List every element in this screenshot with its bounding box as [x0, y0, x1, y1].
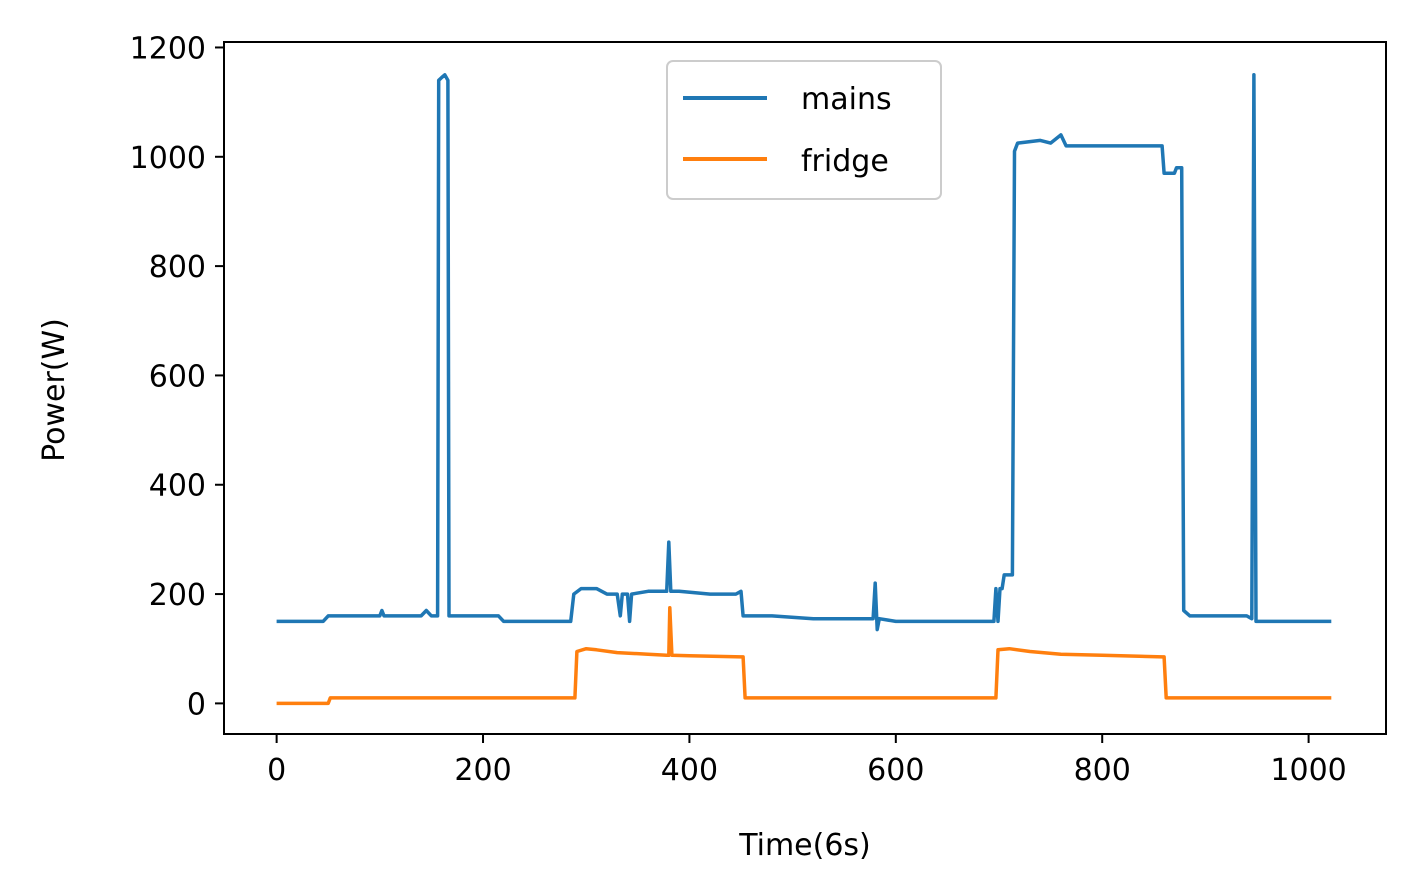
x-axis-ticks: 0 200 400 600 800 1000 — [267, 734, 1347, 788]
series-line-fridge — [276, 605, 1332, 706]
x-tick-label: 800 — [1074, 753, 1131, 788]
legend-label-fridge: fridge — [801, 144, 889, 179]
series-line-mains — [276, 73, 1332, 632]
legend-box — [666, 60, 942, 200]
y-tick-label: 400 — [149, 469, 206, 504]
y-tick-label: 200 — [149, 578, 206, 613]
x-tick-label: 600 — [867, 753, 924, 788]
y-axis-label: Power(W) — [37, 318, 72, 462]
legend: mains fridge — [666, 60, 942, 200]
y-tick-label: 800 — [149, 250, 206, 285]
x-axis-label: Time(6s) — [738, 828, 871, 863]
y-tick-label: 600 — [149, 359, 206, 394]
x-tick-label: 1000 — [1270, 753, 1346, 788]
x-tick-label: 400 — [661, 753, 718, 788]
y-tick-label: 0 — [187, 687, 206, 722]
x-tick-label: 200 — [454, 753, 511, 788]
y-axis-ticks: 0 200 400 600 800 1000 1200 — [130, 31, 224, 722]
y-tick-label: 1000 — [130, 141, 206, 176]
x-tick-label: 0 — [267, 753, 286, 788]
series-layer — [276, 73, 1332, 706]
y-tick-label: 1200 — [130, 31, 206, 66]
plot-frame — [223, 41, 1387, 735]
legend-label-mains: mains — [801, 82, 892, 117]
